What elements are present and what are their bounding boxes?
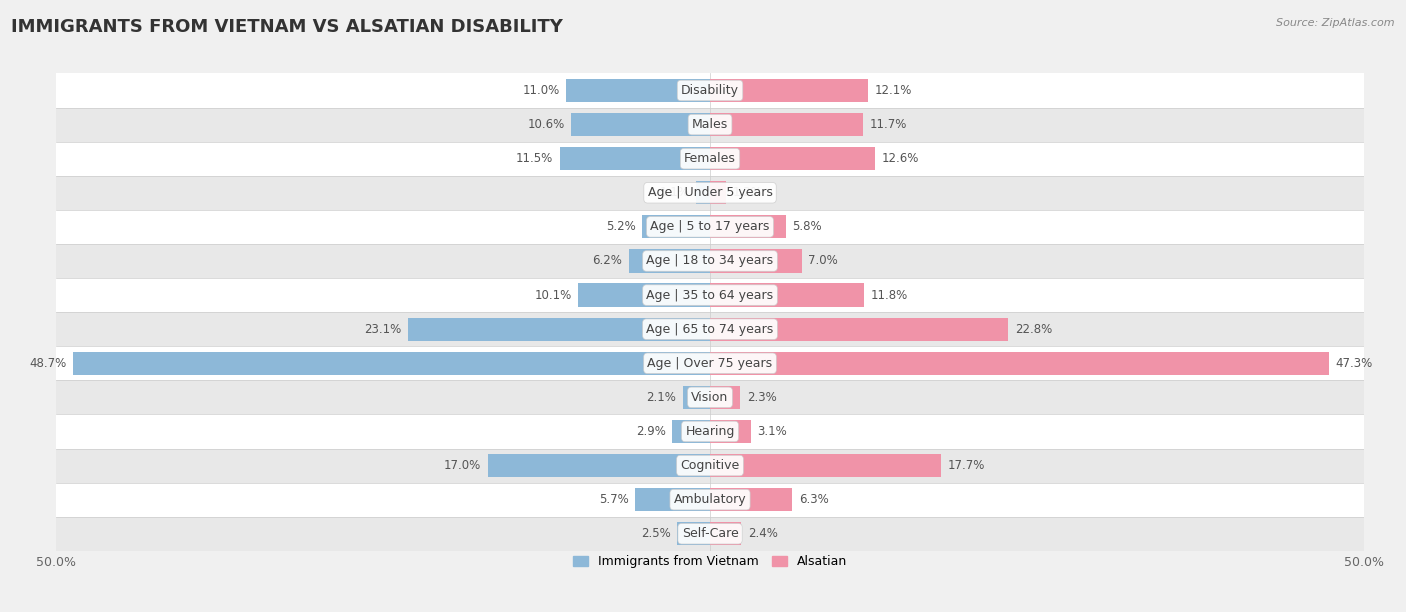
Bar	[710, 215, 786, 239]
Text: Age | 18 to 34 years: Age | 18 to 34 years	[647, 255, 773, 267]
Text: Self-Care: Self-Care	[682, 528, 738, 540]
Bar	[56, 141, 1364, 176]
Bar	[567, 79, 710, 102]
Bar	[56, 517, 1364, 551]
Text: 22.8%: 22.8%	[1015, 323, 1052, 335]
Text: 3.1%: 3.1%	[756, 425, 787, 438]
Bar	[678, 522, 710, 545]
Bar	[488, 454, 710, 477]
Bar	[56, 244, 1364, 278]
Text: 12.6%: 12.6%	[882, 152, 918, 165]
Text: 11.8%: 11.8%	[870, 289, 908, 302]
Text: 1.2%: 1.2%	[733, 186, 762, 200]
Bar	[56, 176, 1364, 210]
Bar	[710, 454, 942, 477]
Text: 2.3%: 2.3%	[747, 391, 776, 404]
Bar	[710, 488, 793, 511]
Text: Hearing: Hearing	[685, 425, 735, 438]
Text: Cognitive: Cognitive	[681, 459, 740, 472]
Bar	[643, 215, 710, 239]
Bar	[710, 420, 751, 443]
Text: Source: ZipAtlas.com: Source: ZipAtlas.com	[1277, 18, 1395, 28]
Bar	[560, 147, 710, 170]
Text: Age | 35 to 64 years: Age | 35 to 64 years	[647, 289, 773, 302]
Bar	[710, 352, 1329, 375]
Bar	[696, 181, 710, 204]
Text: 17.7%: 17.7%	[948, 459, 986, 472]
Text: Disability: Disability	[681, 84, 740, 97]
Text: 10.1%: 10.1%	[534, 289, 571, 302]
Bar	[710, 79, 869, 102]
Bar	[710, 249, 801, 272]
Text: Age | 65 to 74 years: Age | 65 to 74 years	[647, 323, 773, 335]
Text: 11.7%: 11.7%	[869, 118, 907, 131]
Bar	[578, 283, 710, 307]
Bar	[682, 386, 710, 409]
Text: Age | Over 75 years: Age | Over 75 years	[648, 357, 772, 370]
Bar	[628, 249, 710, 272]
Text: 10.6%: 10.6%	[527, 118, 565, 131]
Text: 48.7%: 48.7%	[30, 357, 66, 370]
Bar	[56, 73, 1364, 108]
Bar	[56, 483, 1364, 517]
Bar	[56, 414, 1364, 449]
Text: 2.1%: 2.1%	[647, 391, 676, 404]
Bar	[710, 386, 740, 409]
Bar	[672, 420, 710, 443]
Bar	[710, 283, 865, 307]
Text: 11.0%: 11.0%	[523, 84, 560, 97]
Text: Ambulatory: Ambulatory	[673, 493, 747, 506]
Text: 12.1%: 12.1%	[875, 84, 912, 97]
Text: Age | 5 to 17 years: Age | 5 to 17 years	[651, 220, 769, 233]
Text: 2.9%: 2.9%	[636, 425, 665, 438]
Bar	[710, 113, 863, 136]
Text: Females: Females	[685, 152, 735, 165]
Text: 5.8%: 5.8%	[793, 220, 823, 233]
Bar	[56, 346, 1364, 380]
Text: Vision: Vision	[692, 391, 728, 404]
Bar	[73, 352, 710, 375]
Text: 2.4%: 2.4%	[748, 528, 778, 540]
Bar	[710, 522, 741, 545]
Bar	[56, 210, 1364, 244]
Bar	[710, 147, 875, 170]
Bar	[56, 312, 1364, 346]
Bar	[710, 181, 725, 204]
Text: 47.3%: 47.3%	[1336, 357, 1372, 370]
Bar	[56, 278, 1364, 312]
Text: 23.1%: 23.1%	[364, 323, 402, 335]
Text: 5.7%: 5.7%	[599, 493, 628, 506]
Bar	[571, 113, 710, 136]
Legend: Immigrants from Vietnam, Alsatian: Immigrants from Vietnam, Alsatian	[568, 550, 852, 573]
Bar	[56, 449, 1364, 483]
Text: 17.0%: 17.0%	[444, 459, 481, 472]
Text: 7.0%: 7.0%	[808, 255, 838, 267]
Bar	[710, 318, 1008, 341]
Text: Age | Under 5 years: Age | Under 5 years	[648, 186, 772, 200]
Text: 6.3%: 6.3%	[799, 493, 828, 506]
Bar	[636, 488, 710, 511]
Text: 5.2%: 5.2%	[606, 220, 636, 233]
Text: 1.1%: 1.1%	[659, 186, 689, 200]
Text: 6.2%: 6.2%	[592, 255, 623, 267]
Text: 2.5%: 2.5%	[641, 528, 671, 540]
Text: Males: Males	[692, 118, 728, 131]
Bar	[408, 318, 710, 341]
Bar	[56, 108, 1364, 141]
Bar	[56, 380, 1364, 414]
Text: IMMIGRANTS FROM VIETNAM VS ALSATIAN DISABILITY: IMMIGRANTS FROM VIETNAM VS ALSATIAN DISA…	[11, 18, 564, 36]
Text: 11.5%: 11.5%	[516, 152, 553, 165]
